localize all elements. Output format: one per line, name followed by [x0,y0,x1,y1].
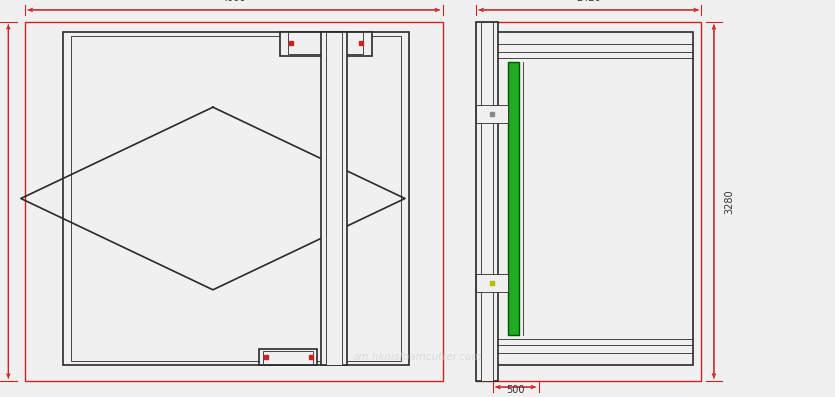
Bar [326,32,342,365]
Text: 3280: 3280 [724,189,734,214]
Bar [476,105,508,123]
Bar [288,32,363,54]
Bar [476,274,508,292]
Bar [481,22,493,381]
Text: 4000: 4000 [221,0,246,3]
Bar [25,22,443,381]
Bar [259,349,317,365]
Text: am.hknisfoamcutter.com: am.hknisfoamcutter.com [352,352,483,362]
Text: 500: 500 [506,385,525,395]
Bar [321,32,347,365]
Bar [508,62,519,335]
Bar [476,22,498,381]
Bar [476,22,701,381]
Bar [280,32,372,56]
Bar [71,36,401,361]
Bar [263,351,313,364]
Bar [493,32,693,365]
Text: 2420: 2420 [576,0,601,3]
Bar [63,32,409,365]
